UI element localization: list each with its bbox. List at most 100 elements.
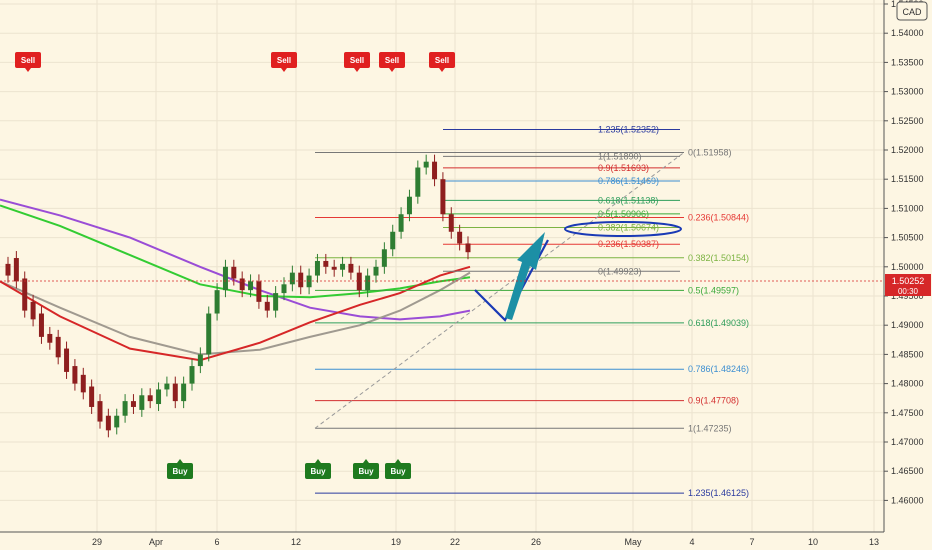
user-drawings [474,221,682,322]
time-tick-label: May [624,537,642,547]
signal-sell[interactable]: Sell [271,52,297,72]
ma-line-grey [0,271,471,356]
time-tick-label: 6 [214,537,219,547]
target-ellipse [564,221,682,237]
signal-pointer [25,68,31,72]
price-tick-label: 1.47500 [891,408,924,418]
countdown-label: 00:30 [898,287,919,296]
time-tick-label: 26 [531,537,541,547]
signal-badge [305,463,331,479]
candle-body [298,272,304,288]
signal-buy[interactable]: Buy [353,459,379,479]
signal-buy[interactable]: Buy [305,459,331,479]
signal-label: Buy [310,467,326,476]
candle-body [281,284,287,294]
signal-label: Sell [385,56,399,65]
fib2-level-label: 0.618(1.49039) [688,318,749,328]
candle-body [222,266,228,291]
price-tick-label: 1.46000 [891,495,924,505]
candle-body [172,383,178,402]
fib2-level-label: 0.236(1.50844) [688,213,749,223]
signal-badge [15,52,41,68]
price-tick-label: 1.50000 [891,262,924,272]
price-tick-label: 1.48000 [891,379,924,389]
candle-body [248,281,254,291]
fib1-level-label: 0.786(1.51469) [598,176,659,186]
symbol-badge[interactable] [896,1,928,21]
last-price-label: 1.50252 [892,276,925,286]
candle-body [465,243,471,253]
fib1-level-label: 0.236(1.50387) [598,239,659,249]
signal-badge [167,463,193,479]
signal-label: Buy [390,467,406,476]
signal-badge [379,52,405,68]
fib2-level-label: 0.9(1.47708) [688,396,739,406]
candle-body [30,301,36,320]
candle-body [432,161,438,180]
signal-pointer [177,459,183,463]
candle-body [189,366,195,384]
candle-body [289,272,295,285]
price-tick-label: 1.48500 [891,349,924,359]
signals: Sell Sell Sell Sell Sell Buy Buy Buy Buy [15,52,455,479]
time-axis: 29 Apr 6 12 19 22 26 May 4 7 10 13 [92,537,879,547]
signal-label: Sell [350,56,364,65]
signal-sell[interactable]: Sell [344,52,370,72]
price-tick-label: 1.51500 [891,174,924,184]
signal-sell[interactable]: Sell [379,52,405,72]
fib1-level-label: 0.618(1.51138) [598,195,658,205]
candle-body [5,263,11,276]
candle-body [114,415,120,428]
grid [0,0,884,532]
candles [5,154,471,438]
candle-body [206,313,212,355]
candle-body [457,231,463,244]
signal-badge [429,52,455,68]
candle-body [38,313,44,337]
signal-sell[interactable]: Sell [15,52,41,72]
candle-body [373,266,379,276]
signal-pointer [354,68,360,72]
fib2-level-label: 0.382(1.50154) [688,253,749,263]
candle-body [13,258,19,282]
candle-body [273,293,279,311]
candle-body [130,401,136,407]
time-tick-label: 22 [450,537,460,547]
candle-body [55,336,61,358]
price-tick-label: 1.49000 [891,320,924,330]
candle-body [381,249,387,267]
signal-buy[interactable]: Buy [385,459,411,479]
time-tick-label: 13 [869,537,879,547]
signal-badge [344,52,370,68]
price-tick-label: 1.51000 [891,203,924,213]
signal-badge [385,463,411,479]
candle-body [256,281,262,302]
symbol-badge-label: CAD [902,7,922,17]
candle-body [47,333,53,343]
signal-sell[interactable]: Sell [429,52,455,72]
candle-body [231,266,237,279]
ma-line-purple [0,198,471,321]
price-tick-label: 1.46500 [891,466,924,476]
candle-body [398,214,404,232]
candle-body [97,401,103,422]
fibonacci-levels: 1.235(1.52352) 1(1.51890) 0.9(1.51693) 0.78… [314,124,749,498]
candle-body [415,167,421,197]
teal-up-arrow [505,232,545,320]
candle-body [365,275,371,291]
candle-body [197,354,203,367]
signal-label: Sell [21,56,35,65]
signal-buy[interactable]: Buy [167,459,193,479]
candle-body [89,386,95,407]
fib2-level-label: 1.235(1.46125) [688,488,749,498]
candle-body [348,263,354,273]
signal-label: Buy [172,467,188,476]
fib2-level-label: 0.5(1.49597) [688,285,739,295]
signal-label: Sell [435,56,449,65]
candle-body [264,301,270,311]
signal-pointer [315,459,321,463]
candle-body [406,196,412,215]
candle-body [356,272,362,291]
